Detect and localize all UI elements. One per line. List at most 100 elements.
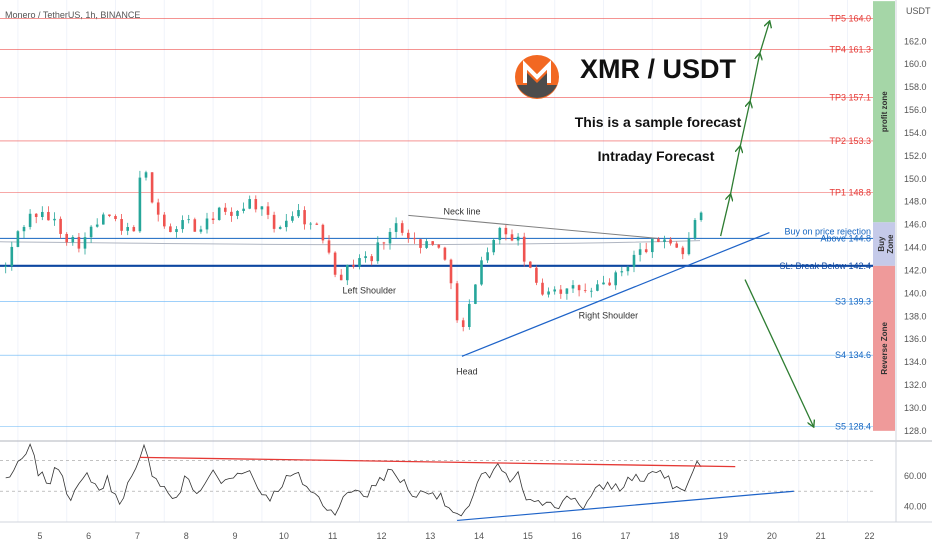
level-label: S5 128.4 (835, 421, 871, 431)
level-note: Buy on price rejection (784, 226, 871, 236)
forecast-arrow (729, 147, 740, 195)
candle-body (535, 267, 538, 283)
candle-body (571, 285, 575, 289)
x-tick-label: 19 (718, 531, 728, 541)
rsi-resistance-line (139, 456, 736, 468)
y-tick-label: 154.0 (904, 128, 927, 138)
currency-label: USDT (906, 6, 931, 16)
forecast-arrow (749, 54, 760, 103)
annotations: Neck line Left Shoulder Head Right Shoulder (342, 206, 638, 376)
y-tick-label: 156.0 (904, 105, 927, 115)
candle-body (394, 223, 398, 232)
candle-body (644, 249, 648, 253)
candle-body (455, 283, 459, 321)
candle-body (199, 229, 203, 232)
time-axis: 5 6 7 8 9 10 11 12 13 14 15 16 17 18 19 20 21 22 (0, 521, 932, 541)
pattern-annotation: Left Shoulder (342, 285, 396, 295)
zone-band (873, 222, 895, 266)
candle-body (437, 244, 441, 248)
y-tick-label: 132.0 (904, 380, 927, 390)
price-axis: 128.0 130.0 132.0 134.0 136.0 138.0 140.0 142.0… (895, 0, 927, 522)
candle-body (83, 237, 87, 249)
candle-body (681, 247, 685, 255)
candle-body (693, 220, 697, 239)
level-label: TP2 153.3 (829, 136, 871, 146)
candle-body (541, 282, 544, 295)
y-tick-label: 130.0 (904, 403, 927, 413)
candle-body (431, 241, 434, 245)
level-label: TP1 148.8 (829, 188, 871, 198)
candle-body (474, 284, 477, 304)
rsi-tick-label: 40.00 (904, 502, 927, 512)
x-tick-label: 13 (425, 531, 435, 541)
candle-body (510, 234, 514, 241)
y-tick-label: 148.0 (904, 197, 927, 207)
x-tick-label: 12 (376, 531, 386, 541)
moving-average (0, 240, 701, 246)
level-label: S4 134.6 (835, 350, 871, 360)
candle-body (156, 202, 160, 215)
candle-body (187, 219, 190, 221)
y-tick-label: 152.0 (904, 151, 927, 161)
candle-body (95, 224, 99, 227)
level-label: TP3 157.1 (829, 92, 871, 102)
candle-body (285, 220, 288, 228)
neckline (408, 214, 658, 239)
candle-body (461, 320, 465, 327)
forecast-arrow (759, 22, 770, 55)
candle-body (65, 233, 68, 243)
candle-body (553, 289, 556, 292)
y-tick-label: 134.0 (904, 357, 927, 367)
x-tick-label: 16 (572, 531, 582, 541)
candle-body (16, 231, 20, 247)
level-label: TP4 161.3 (829, 44, 871, 54)
candle-body (266, 206, 270, 215)
candle-body (663, 239, 666, 242)
y-tick-label: 140.0 (904, 288, 927, 298)
level-label: SL: Break Below 142.4 (779, 261, 871, 271)
level-label: Above 144.8 (820, 233, 871, 243)
candle-body (638, 249, 642, 255)
candle-body (59, 218, 62, 234)
candle-body (242, 208, 245, 211)
level-label: TP5 164.0 (829, 13, 871, 23)
candle-body (602, 282, 605, 285)
candle-body (364, 256, 367, 259)
candle-body (28, 213, 32, 227)
candle-body (504, 227, 508, 235)
zone-band (873, 1, 895, 223)
x-tick-label: 18 (669, 531, 679, 541)
candle-body (352, 264, 355, 267)
candle-body (272, 214, 276, 229)
candle-body (10, 246, 14, 267)
candle-body (486, 252, 489, 261)
candle-body (596, 284, 599, 291)
candle-body (126, 227, 129, 231)
candle-body (102, 214, 105, 225)
y-tick-label: 128.0 (904, 426, 927, 436)
candle-body (675, 243, 678, 248)
zone-label: Reverse Zone (880, 322, 889, 375)
x-tick-label: 22 (864, 531, 874, 541)
candle-body (321, 224, 325, 241)
candle-body (577, 285, 581, 291)
rsi-line (5, 443, 702, 517)
y-tick-label: 150.0 (904, 174, 927, 184)
candle-body (620, 271, 624, 273)
candle-body (547, 291, 550, 295)
reverse-arrow (744, 279, 813, 427)
candle-body (236, 210, 239, 216)
candle-body (138, 177, 142, 232)
candle-body (224, 207, 227, 212)
candle-body (480, 260, 483, 285)
candle-body (120, 219, 123, 231)
x-tick-label: 8 (184, 531, 189, 541)
candle-body (651, 238, 654, 253)
candle-body (163, 214, 166, 227)
candle-body (449, 259, 453, 284)
y-tick-label: 136.0 (904, 334, 927, 344)
y-tick-label: 144.0 (904, 243, 927, 253)
zone-label-line: Buy (877, 236, 886, 252)
candle-body (47, 211, 50, 221)
candle-body (559, 289, 563, 294)
